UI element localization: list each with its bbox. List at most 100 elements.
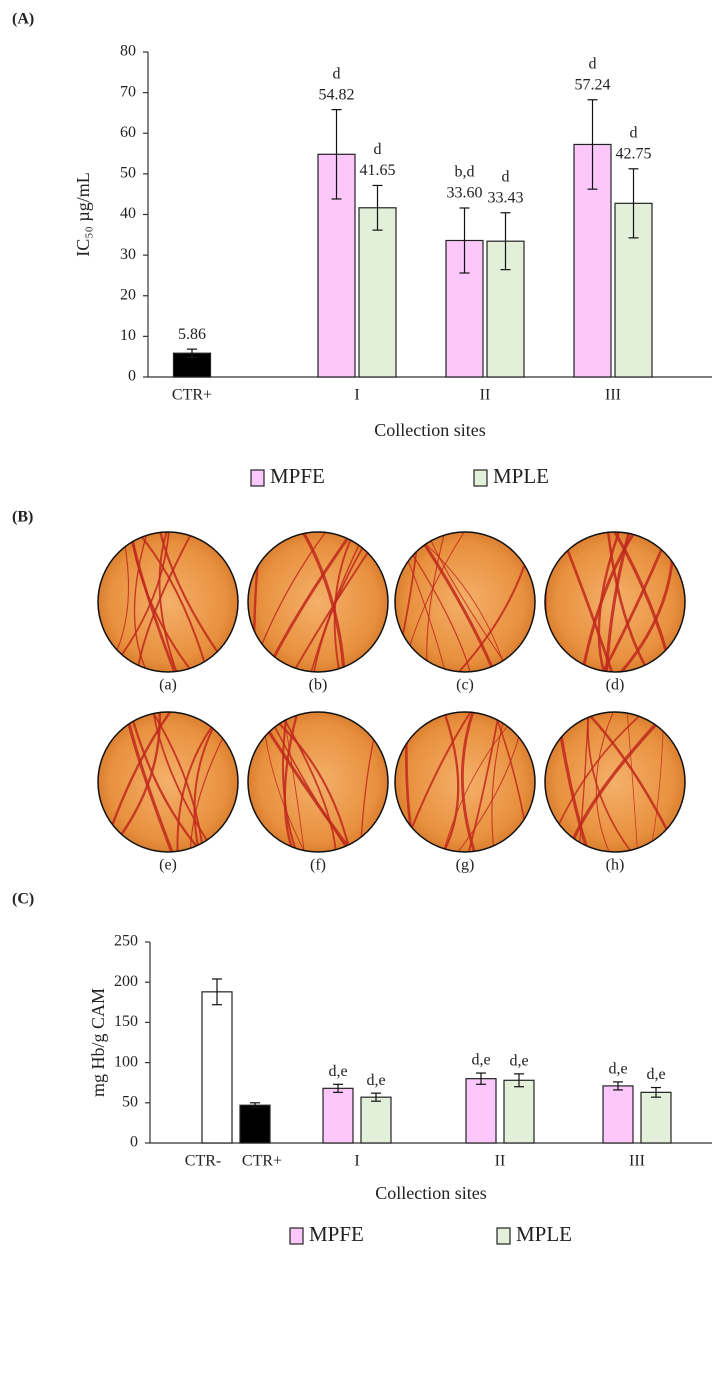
vessel [265,712,352,852]
cam-image [395,712,535,852]
image-label: (d) [606,677,625,694]
panel-label: (C) [12,891,34,908]
x-axis-title: Collection sites [374,420,486,440]
x-tick-label: II [495,1153,506,1170]
bar [239,1104,271,1144]
image-border [394,531,536,673]
y-tick-label: 10 [120,327,136,344]
image-background [395,712,535,852]
x-tick-label: CTR+ [172,387,212,404]
vessel [279,712,337,852]
significance-letter: d [374,141,382,158]
vessel [460,712,476,852]
image-label: (e) [159,857,177,874]
vessel [310,532,367,672]
bar [465,1078,497,1144]
image-label: (h) [606,857,625,874]
cam-image [545,712,685,852]
image-label: (b) [309,677,328,694]
vessel [442,712,460,852]
vessel [426,532,512,672]
vessel [283,712,299,852]
image-background [545,712,685,852]
significance-letter: d,e [509,1053,528,1070]
value-label: 33.60 [447,185,483,202]
vessel [587,712,632,852]
y-tick-label: 40 [120,205,136,222]
image-label: (a) [159,677,177,694]
legend-swatch [473,469,488,487]
bar [358,207,397,378]
image-border [544,711,686,853]
y-tick-label: 20 [120,286,136,303]
y-tick-label: 50 [122,1093,138,1110]
significance-letter: d,e [608,1061,627,1078]
vessel [491,712,507,852]
vessel [133,532,148,672]
significance-letter: d [333,65,341,82]
image-label: (f) [310,857,326,874]
image-label: (c) [456,677,474,694]
vessel [129,712,203,852]
bar [322,1087,354,1144]
value-label: 33.43 [488,189,524,206]
y-axis-title: IC₅₀ µg/mL [73,172,93,256]
legend-label: MPFE [270,464,325,488]
significance-letter: d [502,168,510,185]
vessel [152,712,215,852]
x-tick-label: CTR+ [242,1153,282,1170]
significance-letter: d,e [366,1072,385,1089]
y-axis-title: mg Hb/g CAM [88,988,108,1097]
image-border [247,711,389,853]
image-border [97,711,239,853]
value-label: 41.65 [360,162,396,179]
vessel [136,532,193,672]
vessel [266,712,350,852]
bar [573,143,612,378]
y-tick-label: 150 [114,1013,138,1030]
image-label: (g) [456,857,475,874]
significance-letter: d,e [471,1052,490,1069]
x-axis-title: Collection sites [375,1183,487,1203]
vessel [301,532,346,672]
y-tick-label: 0 [130,1134,138,1151]
vessel [597,532,621,672]
y-tick-label: 80 [120,43,136,60]
legend-swatch [250,469,265,487]
legend-label: MPFE [309,1222,364,1246]
significance-letter: d,e [328,1063,347,1080]
significance-letter: d [630,124,638,141]
panel-label: (A) [12,11,34,28]
vessel [467,712,500,852]
vessel [333,532,356,672]
bar [602,1085,634,1144]
bar [201,991,233,1144]
y-tick-label: 50 [120,165,136,182]
significance-letter: b,d [455,164,475,181]
vessel [412,532,507,672]
y-tick-label: 60 [120,124,136,141]
cam-image [248,712,388,852]
image-border [394,711,536,853]
significance-letter: d [589,55,597,72]
value-label: 57.24 [575,76,611,93]
legend-label: MPLE [516,1222,572,1246]
x-tick-label: I [354,387,359,404]
legend-swatch [496,1227,511,1245]
cam-image [248,532,388,672]
panel-label: (B) [12,509,33,526]
legend-label: MPLE [493,464,549,488]
bar [360,1096,392,1144]
value-label: 5.86 [178,326,206,343]
image-border [97,531,239,673]
vessel [281,712,298,852]
value-label: 42.75 [616,145,652,162]
cam-image [545,532,685,672]
x-tick-label: III [629,1153,645,1170]
image-border [544,531,686,673]
value-label: 54.82 [319,86,355,103]
y-tick-label: 200 [114,973,138,990]
y-tick-label: 0 [128,368,136,385]
bar [640,1091,672,1144]
image-border [247,531,389,673]
